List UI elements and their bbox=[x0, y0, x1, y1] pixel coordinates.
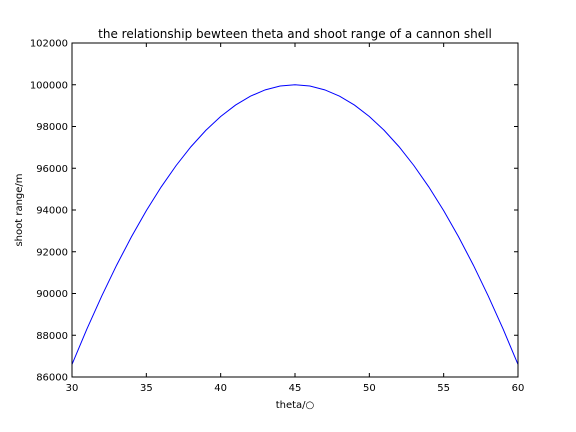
y-tick-label: 88000 bbox=[36, 331, 68, 342]
chart-title: the relationship bewteen theta and shoot… bbox=[98, 27, 492, 41]
x-tick-label: 35 bbox=[140, 383, 153, 394]
series-layer bbox=[71, 84, 519, 365]
plot-area bbox=[72, 43, 518, 377]
x-tick-label: 60 bbox=[512, 383, 525, 394]
y-tick-label: 100000 bbox=[30, 80, 68, 91]
x-tick-label: 30 bbox=[66, 383, 79, 394]
y-axis-label: shoot range/m bbox=[14, 173, 25, 246]
y-tick-label: 98000 bbox=[36, 122, 68, 133]
y-tick-label: 102000 bbox=[30, 39, 68, 50]
x-tick-label: 40 bbox=[214, 383, 227, 394]
y-tick-label: 92000 bbox=[36, 247, 68, 258]
x-tick-label: 55 bbox=[437, 383, 450, 394]
y-tick-label: 86000 bbox=[36, 373, 68, 384]
tick-layer: 30 35 40 45 50 55 60 86000 88000 90000 92000 94000 9… bbox=[30, 39, 525, 395]
y-tick-label: 94000 bbox=[36, 206, 68, 217]
y-tick-label: 96000 bbox=[36, 164, 68, 175]
y-tick-label: 90000 bbox=[36, 289, 68, 300]
x-axis-label: theta/○ bbox=[276, 400, 315, 411]
x-tick-label: 45 bbox=[289, 383, 302, 394]
x-tick-label: 50 bbox=[363, 383, 376, 394]
plot-frame bbox=[71, 42, 519, 378]
